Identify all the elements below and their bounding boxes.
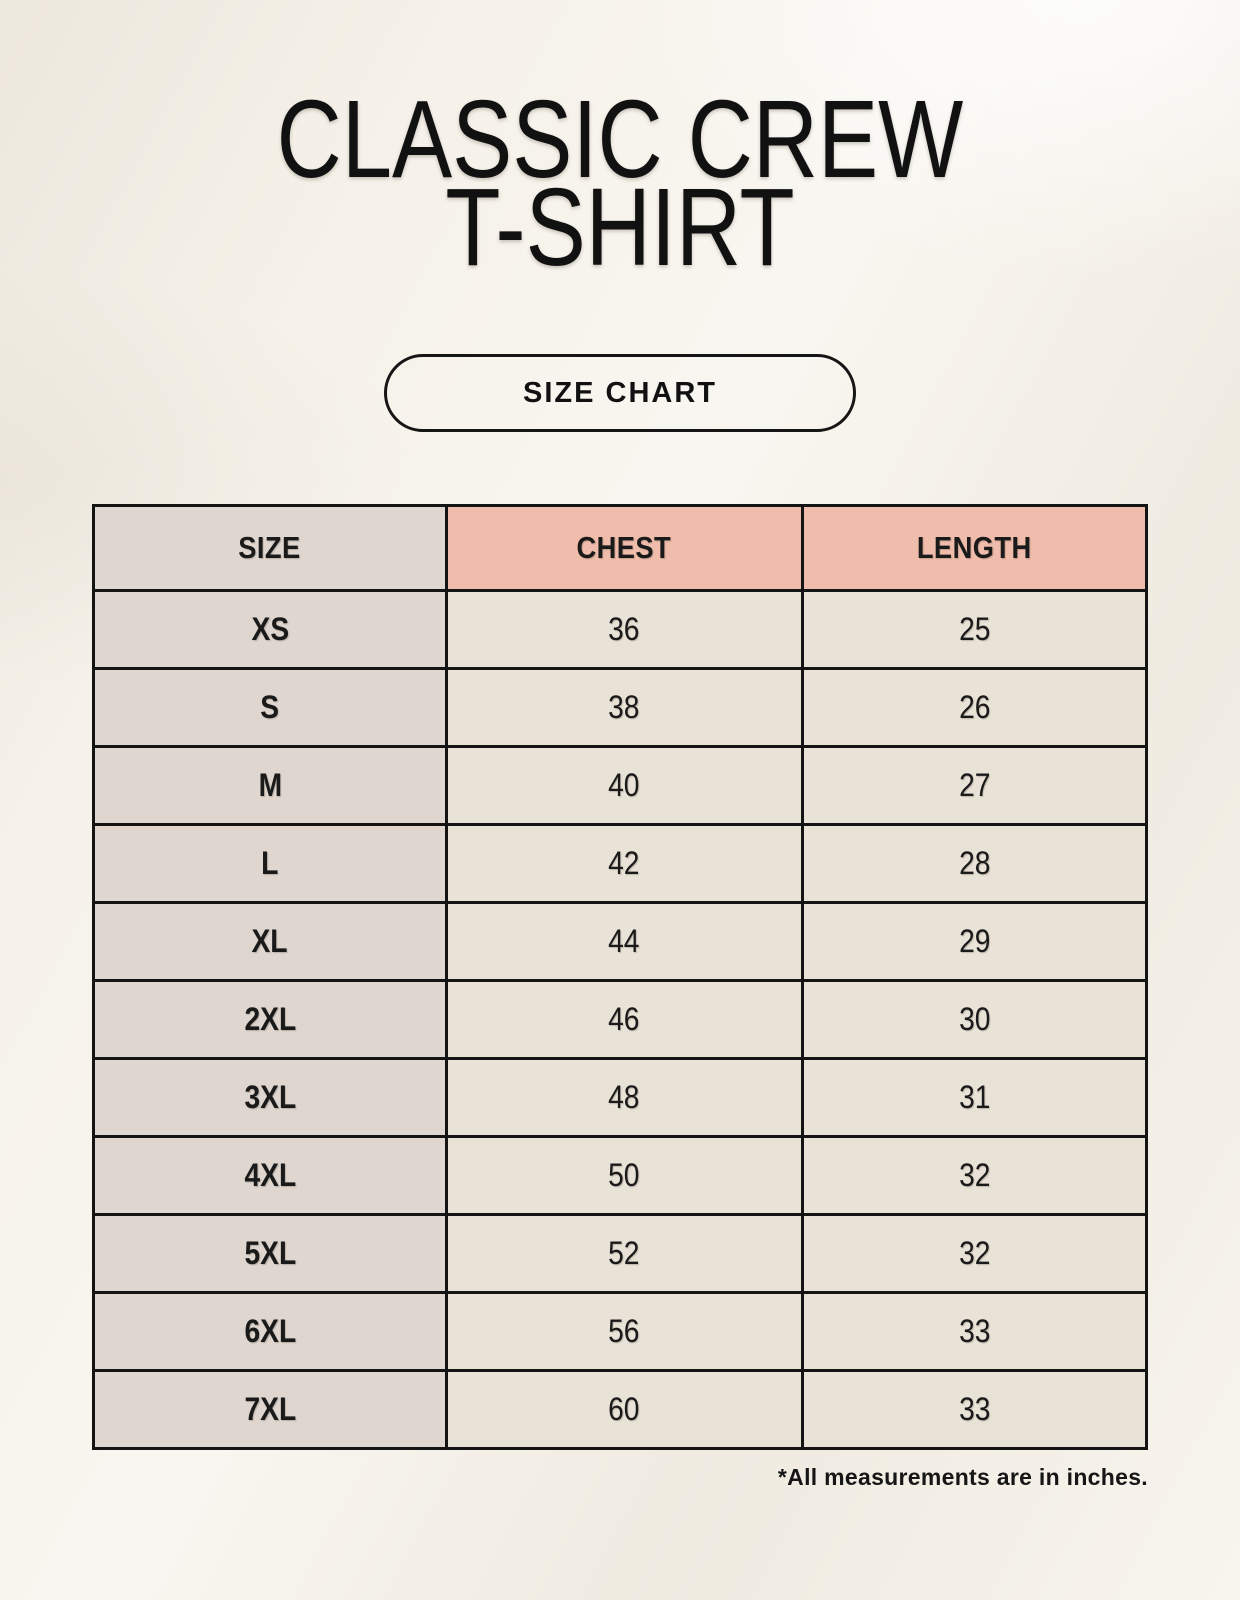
chest-cell: 36 — [444, 589, 804, 670]
length-cell: 30 — [800, 979, 1149, 1060]
chest-cell: 42 — [444, 823, 804, 904]
header-cell-length: LENGTH — [800, 504, 1149, 592]
row-l: L 42 28 — [92, 823, 1149, 904]
chest-cell: 46 — [444, 979, 804, 1060]
page-title-line-1: CLASSIC CREW — [276, 78, 964, 201]
row-2xl: 2XL 46 30 — [92, 979, 1149, 1060]
chest-cell: 38 — [444, 667, 804, 748]
row-5xl: 5XL 52 32 — [92, 1213, 1149, 1294]
size-cell: 6XL — [92, 1291, 448, 1372]
row-4xl: 4XL 50 32 — [92, 1135, 1149, 1216]
size-chart-page: CLASSIC CREW T-SHIRT SIZE CHART SIZE CHE… — [92, 78, 1149, 1490]
length-cell: 33 — [800, 1369, 1149, 1450]
size-cell: XS — [92, 589, 448, 670]
size-cell: XL — [92, 901, 448, 982]
chest-cell: 56 — [444, 1291, 804, 1372]
row-6xl: 6XL 56 33 — [92, 1291, 1149, 1372]
chest-cell: 50 — [444, 1135, 804, 1216]
size-cell: 4XL — [92, 1135, 448, 1216]
chest-cell: 52 — [444, 1213, 804, 1294]
row-s: S 38 26 — [92, 667, 1149, 748]
page-title: CLASSIC CREW T-SHIRT — [112, 78, 1129, 289]
size-cell: 5XL — [92, 1213, 448, 1294]
length-cell: 28 — [800, 823, 1149, 904]
size-cell: L — [92, 823, 448, 904]
header-cell-size: SIZE — [92, 504, 448, 592]
size-chart-button[interactable]: SIZE CHART — [384, 354, 856, 432]
chest-cell: 40 — [444, 745, 804, 826]
size-chart-button-label: SIZE CHART — [523, 376, 717, 409]
size-cell: M — [92, 745, 448, 826]
row-xs: XS 36 25 — [92, 589, 1149, 670]
table-header-row: SIZE CHEST LENGTH — [92, 504, 1149, 592]
size-table: SIZE CHEST LENGTH XS 36 25 S 38 26 M 40 … — [92, 504, 1149, 1450]
length-cell: 31 — [800, 1057, 1149, 1138]
chest-cell: 48 — [444, 1057, 804, 1138]
chest-cell: 60 — [444, 1369, 804, 1450]
row-7xl: 7XL 60 33 — [92, 1369, 1149, 1450]
measurement-note: *All measurements are in inches. — [777, 1464, 1148, 1490]
length-cell: 25 — [800, 589, 1149, 670]
size-cell: 2XL — [92, 979, 448, 1060]
length-cell: 29 — [800, 901, 1149, 982]
size-cell: 3XL — [92, 1057, 448, 1138]
length-cell: 33 — [800, 1291, 1149, 1372]
length-cell: 32 — [800, 1213, 1149, 1294]
size-cell: S — [92, 667, 448, 748]
row-xl: XL 44 29 — [92, 901, 1149, 982]
page-title-line-2: T-SHIRT — [445, 166, 795, 289]
size-cell: 7XL — [92, 1369, 448, 1450]
length-cell: 32 — [800, 1135, 1149, 1216]
header-cell-chest: CHEST — [444, 504, 804, 592]
length-cell: 26 — [800, 667, 1149, 748]
length-cell: 27 — [800, 745, 1149, 826]
chest-cell: 44 — [444, 901, 804, 982]
row-3xl: 3XL 48 31 — [92, 1057, 1149, 1138]
row-m: M 40 27 — [92, 745, 1149, 826]
